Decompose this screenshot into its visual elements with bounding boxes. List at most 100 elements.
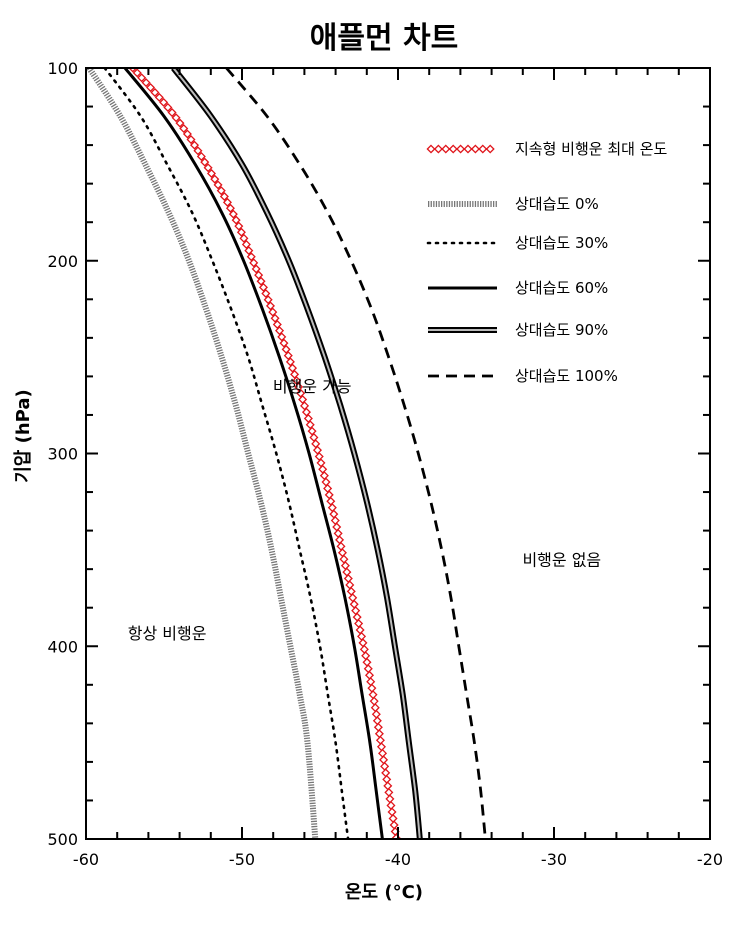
legend-marker (470, 144, 480, 154)
series-marker (268, 307, 278, 317)
series-marker (369, 696, 379, 706)
chart-title: 애플먼 차트 (310, 21, 458, 56)
series-marker (292, 376, 302, 386)
series-line (123, 68, 384, 839)
series-line (86, 68, 319, 839)
series-marker (311, 439, 321, 449)
series-marker (343, 573, 353, 584)
legend-item-상대습도-30pct: 상대습도 30% (426, 234, 608, 252)
ticks-layer: -60 -50 -40 -30 -20 100 200 300 400 500 (47, 59, 723, 869)
series-marker (186, 135, 196, 145)
series-marker (193, 146, 203, 156)
x-tick-label: -30 (541, 850, 567, 869)
series-marker (236, 227, 246, 237)
series-marker (256, 276, 266, 286)
series-marker (327, 503, 337, 513)
series-marker (251, 264, 261, 274)
series-marker (314, 452, 324, 462)
series-marker (265, 301, 276, 311)
series-marker (159, 97, 169, 107)
series-marker (305, 420, 315, 430)
series-marker (137, 73, 147, 83)
series-line (225, 68, 487, 839)
legend-marker (426, 144, 436, 154)
series-marker (337, 548, 347, 558)
legend-marker (485, 144, 495, 154)
series-marker (231, 215, 241, 225)
series-marker (316, 458, 326, 468)
series-marker (351, 606, 361, 616)
series-marker (303, 413, 313, 423)
series-marker (146, 83, 156, 93)
series-marker (290, 369, 300, 379)
series-marker (222, 197, 232, 207)
series-상대습도-0pct (86, 68, 319, 839)
series-marker (370, 703, 380, 713)
series-marker (210, 174, 220, 184)
series-marker (203, 163, 213, 173)
series-marker (219, 191, 229, 202)
series-marker (352, 612, 362, 622)
series-marker (300, 401, 310, 411)
x-tick-label: -20 (697, 850, 723, 869)
plot-frame (85, 67, 711, 840)
series-marker (277, 332, 287, 342)
series-marker (336, 541, 346, 551)
series-marker (363, 664, 373, 674)
series-marker (279, 338, 289, 348)
legend-item-지속형-비행운-최대-온도: 지속형 비행운 최대 온도 (426, 140, 668, 158)
series-marker (373, 722, 383, 732)
series-marker (163, 102, 173, 112)
series-marker (326, 496, 336, 506)
legend-marker (441, 144, 451, 154)
series-marker (309, 432, 319, 442)
series-marker (375, 735, 385, 745)
series-marker (330, 516, 340, 526)
series-marker (175, 118, 185, 128)
series-marker (244, 246, 254, 256)
series-marker (385, 794, 395, 804)
legend-marker (448, 144, 458, 154)
series-marker (384, 787, 394, 797)
legend-label: 상대습도 30% (515, 234, 608, 252)
series-marker (285, 357, 295, 367)
series-marker (379, 755, 389, 765)
series-marker (374, 729, 384, 739)
series-marker (216, 186, 226, 196)
series-marker (225, 203, 235, 213)
series-marker (239, 233, 249, 243)
series-marker (364, 670, 375, 680)
series-marker (383, 781, 393, 791)
series-marker (372, 716, 382, 726)
x-axis-title: 온도 (°C) (345, 882, 423, 903)
series-상대습도-30pct (103, 68, 350, 839)
legend-label: 상대습도 100% (515, 367, 618, 385)
series-marker (349, 599, 359, 609)
series-marker (368, 690, 378, 700)
series-상대습도-60pct (123, 68, 384, 839)
series-marker (150, 87, 160, 97)
legend-label: 상대습도 0% (515, 195, 599, 213)
series-line-inner (172, 68, 421, 839)
series-marker (296, 388, 306, 398)
x-tick-label: -50 (229, 850, 255, 869)
series-marker (132, 68, 142, 78)
series-marker (312, 445, 323, 455)
series-marker (380, 761, 390, 771)
series-marker (358, 638, 368, 648)
series-marker (319, 471, 329, 481)
series-marker (388, 813, 398, 823)
series-line (103, 68, 350, 839)
legend-marker (478, 144, 488, 154)
series-marker (332, 522, 342, 532)
series-marker (272, 319, 282, 329)
series-marker (362, 657, 372, 667)
legend-marker (456, 144, 466, 154)
series-marker (287, 363, 298, 373)
legend-marker (463, 144, 473, 154)
series-marker (206, 168, 216, 178)
series-marker (261, 289, 271, 299)
series-marker (167, 108, 177, 118)
